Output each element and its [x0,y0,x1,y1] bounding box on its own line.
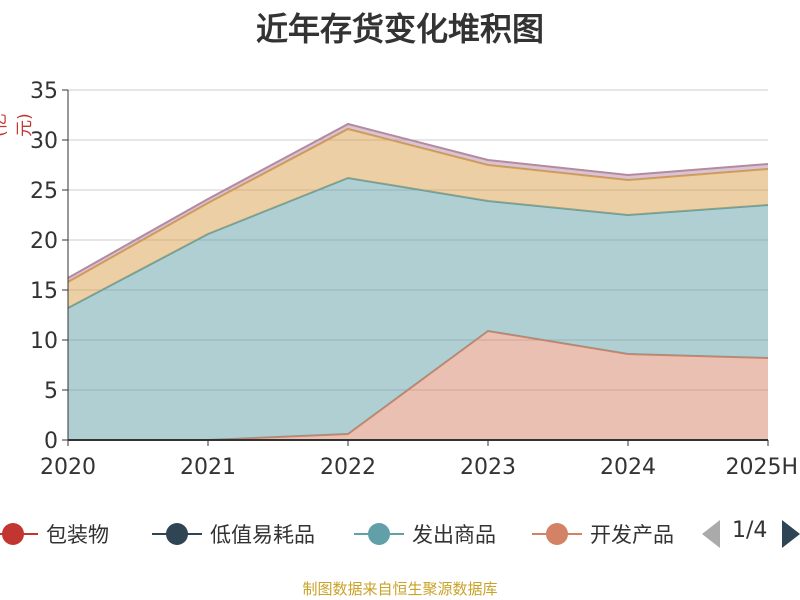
legend-item-kaifachanpin[interactable]: 开发产品 [532,514,674,554]
x-tick-label: 2020 [40,455,96,480]
x-tick-label: 2024 [600,455,656,480]
series-line-3 [67,122,769,279]
legend-label: 包装物 [46,523,109,547]
y-tick-label: 0 [44,429,58,454]
legend: 包装物 低值易耗品 发出商品 开发产品 1/4 [0,514,800,554]
legend-item-fachushangpin[interactable]: 发出商品 [354,514,496,554]
legend-dot [368,523,390,545]
legend-marker [532,519,582,549]
y-tick-label: 5 [44,379,58,404]
legend-dot [546,523,568,545]
y-tick-label: 35 [30,79,58,104]
area-series-2 [68,129,768,308]
y-axis-unit-label: (亿元) [0,113,35,137]
y-tick-label: 15 [30,279,58,304]
y-tick-label: 20 [30,229,58,254]
chart-title: 近年存货变化堆积图 [255,10,544,48]
legend-next-arrow-icon[interactable] [782,520,800,548]
legend-label: 低值易耗品 [210,523,315,547]
y-tick-label: 25 [30,179,58,204]
legend-label: 开发产品 [590,523,674,547]
legend-dot [166,523,188,545]
area-series-1 [68,178,768,440]
legend-marker [152,519,202,549]
legend-pager: 1/4 [702,514,800,554]
legend-marker [354,519,404,549]
legend-dot [2,523,24,545]
area-series-0 [68,331,768,440]
x-tick-label: 2022 [320,455,376,480]
data-source-note: 制图数据来自恒生聚源数据库 [302,580,498,598]
legend-page-indicator: 1/4 [732,518,768,543]
legend-item-dizhiyihaopin[interactable]: 低值易耗品 [152,514,315,554]
y-tick-label: 10 [30,329,58,354]
legend-item-baozhuangwu[interactable]: 包装物 [0,514,109,554]
y-tick-label: 30 [30,129,58,154]
x-tick-label: 2023 [460,455,516,480]
legend-label: 发出商品 [412,523,496,547]
area-series-3 [68,124,768,282]
legend-marker [0,519,38,549]
x-tick-label: 2021 [180,455,236,480]
x-tick-label: 2025H [725,455,798,480]
legend-prev-arrow-icon[interactable] [702,520,720,548]
legend-items: 包装物 低值易耗品 发出商品 开发产品 [0,514,690,554]
